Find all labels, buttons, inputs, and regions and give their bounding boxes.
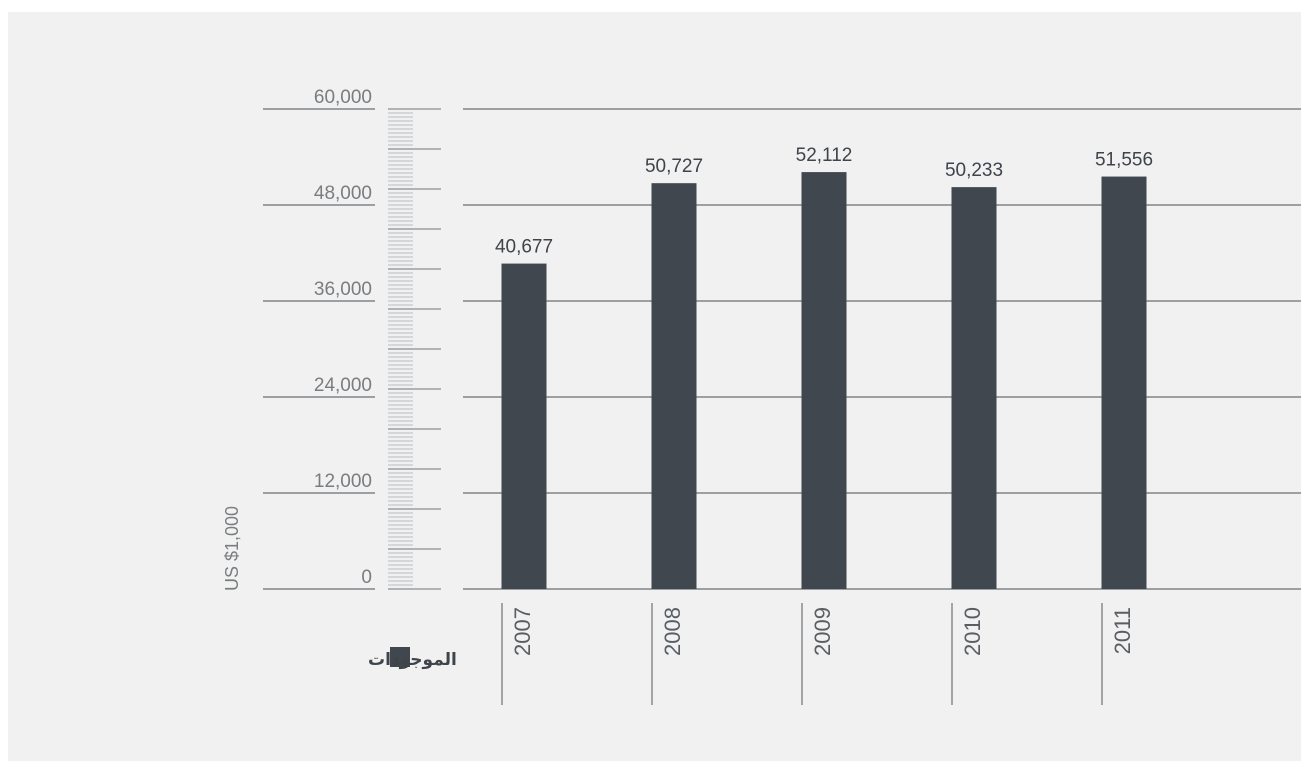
value-label-2009: 52,112 <box>796 145 853 166</box>
y-tick-label: 60,000 <box>314 87 372 108</box>
value-labels: 40,677 50,727 52,112 50,233 51,556 <box>495 145 1153 257</box>
x-tick-labels: 2007 2008 2009 2010 2011 <box>501 603 1135 705</box>
x-tick-label-2011: 2011 <box>1110 607 1135 654</box>
legend-label-assets: الموجودات <box>368 650 457 670</box>
value-label-2008: 50,727 <box>645 156 703 177</box>
bar-2011 <box>1101 176 1147 589</box>
x-tick-label-2009: 2009 <box>810 607 835 656</box>
legend: الموجودات <box>368 647 457 670</box>
bar-2010 <box>951 187 997 590</box>
y-tick-label: 24,000 <box>314 375 372 396</box>
chart-panel: 0 12,000 24,000 36,000 48,000 60,000 40,677 50… <box>8 12 1301 761</box>
bar-2008 <box>651 183 697 589</box>
x-tick-label-2007: 2007 <box>510 607 535 656</box>
y-axis-ruler <box>388 108 441 590</box>
y-tick-label: 0 <box>361 567 372 588</box>
legend-swatch <box>390 647 410 667</box>
bar-2007 <box>501 263 547 589</box>
x-tick-label-2010: 2010 <box>960 607 985 656</box>
y-tick-label: 48,000 <box>314 183 372 204</box>
y-axis-label: US $1,000 <box>222 506 242 591</box>
x-tick-label-2008: 2008 <box>660 607 685 656</box>
value-label-2007: 40,677 <box>495 237 553 258</box>
value-label-2011: 51,556 <box>1095 150 1153 171</box>
bar-2009 <box>801 172 847 589</box>
value-label-2010: 50,233 <box>945 160 1003 181</box>
y-tick-label: 36,000 <box>314 279 372 300</box>
bars <box>501 172 1147 590</box>
y-tick-label: 12,000 <box>314 471 372 492</box>
bar-chart: 0 12,000 24,000 36,000 48,000 60,000 40,677 50… <box>222 87 1301 705</box>
y-tick-labels: 0 12,000 24,000 36,000 48,000 60,000 <box>314 87 372 588</box>
grid-lines <box>263 108 1301 590</box>
